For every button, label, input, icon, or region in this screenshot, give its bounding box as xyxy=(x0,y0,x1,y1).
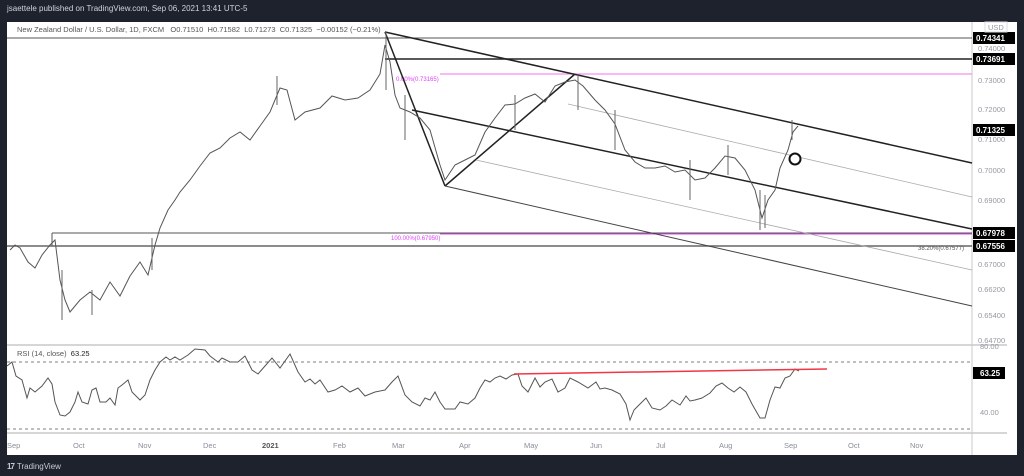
svg-text:0.65400: 0.65400 xyxy=(978,311,1005,320)
svg-text:Sep: Sep xyxy=(784,441,797,450)
price-label-current: 0.71325 xyxy=(973,124,1015,136)
svg-text:0.64700: 0.64700 xyxy=(978,336,1005,345)
rsi-legend[interactable]: RSI (14, close) 63.25 xyxy=(17,349,90,358)
svg-text:0.71325: 0.71325 xyxy=(976,126,1005,135)
currency-badge[interactable]: USD xyxy=(984,21,1008,33)
ohlc-high: H0.71582 xyxy=(207,25,241,34)
svg-text:0.72000: 0.72000 xyxy=(978,105,1005,114)
svg-text:USD: USD xyxy=(988,23,1004,32)
pitchfork[interactable] xyxy=(384,31,973,307)
chart-frame[interactable] xyxy=(7,22,1017,455)
svg-text:Jul: Jul xyxy=(656,441,666,450)
footer: 17 TradingView xyxy=(7,462,61,471)
svg-text:Jun: Jun xyxy=(590,441,602,450)
svg-text:0.66200: 0.66200 xyxy=(978,285,1005,294)
rsi-series[interactable] xyxy=(6,348,800,422)
rsi-tick-80: 80.00 xyxy=(980,342,999,351)
time-axis[interactable]: Sep Oct Nov Dec 2021 Feb Mar Apr May Jun… xyxy=(7,441,924,450)
tradingview-brand[interactable]: TradingView xyxy=(16,462,61,471)
publisher-header: jsaettele published on TradingView.com, … xyxy=(7,4,248,13)
svg-text:0.67000: 0.67000 xyxy=(978,260,1005,269)
rsi-resistance-trendline[interactable] xyxy=(513,368,828,375)
circle-marker[interactable] xyxy=(788,152,802,166)
price-label-067978: 0.67978 xyxy=(973,227,1015,239)
svg-text:Mar: Mar xyxy=(392,441,405,450)
price-series[interactable] xyxy=(9,44,799,313)
svg-text:0.67556: 0.67556 xyxy=(976,242,1005,251)
svg-text:0.67978: 0.67978 xyxy=(976,229,1005,238)
svg-text:Aug: Aug xyxy=(719,441,732,450)
svg-text:0.74341: 0.74341 xyxy=(976,34,1005,43)
ohlc-close: C0.71325 xyxy=(279,25,313,34)
rsi-value-label: 63.25 xyxy=(973,367,1005,379)
svg-text:0.73691: 0.73691 xyxy=(976,55,1005,64)
svg-text:0.69000: 0.69000 xyxy=(978,196,1005,205)
rsi-label: RSI (14, close) xyxy=(17,349,67,358)
svg-text:0.73000: 0.73000 xyxy=(978,76,1005,85)
rsi-legend-value: 63.25 xyxy=(70,349,90,358)
fib-0-label: 0.00%(0.73165) xyxy=(396,77,439,83)
svg-text:2021: 2021 xyxy=(262,441,279,450)
ohlc-bars xyxy=(61,32,793,320)
svg-text:0.70000: 0.70000 xyxy=(978,166,1005,175)
ohlc-change: −0.00152 (−0.21%) xyxy=(316,25,381,34)
svg-text:0.71000: 0.71000 xyxy=(978,135,1005,144)
svg-text:Nov: Nov xyxy=(910,441,924,450)
price-axis[interactable]: 0.74000 0.73000 0.72000 0.71000 0.70000 … xyxy=(978,44,1005,345)
price-label-074341: 0.74341 xyxy=(973,32,1015,44)
rsi-tick-40: 40.00 xyxy=(980,408,999,417)
svg-text:May: May xyxy=(524,441,538,450)
ohlc-low: L0.71273 xyxy=(244,25,276,34)
svg-text:Sep: Sep xyxy=(7,441,20,450)
ohlc-open: O0.71510 xyxy=(170,25,204,34)
svg-text:Oct: Oct xyxy=(73,441,86,450)
tradingview-logo-icon[interactable]: 17 xyxy=(7,462,15,471)
fib-382-label: 38.20%(0.67577) xyxy=(918,246,964,252)
svg-text:Oct: Oct xyxy=(848,441,861,450)
fib-100-label: 100.00%(0.67950) xyxy=(391,236,440,242)
svg-text:Apr: Apr xyxy=(459,441,471,450)
price-label-073691: 0.73691 xyxy=(973,53,1015,65)
svg-text:0.74000: 0.74000 xyxy=(978,44,1005,53)
svg-text:Feb: Feb xyxy=(333,441,346,450)
symbol-legend[interactable]: New Zealand Dollar / U.S. Dollar, 1D, FX… xyxy=(17,25,381,34)
svg-text:Dec: Dec xyxy=(203,441,217,450)
svg-text:63.25: 63.25 xyxy=(980,369,1001,378)
price-label-067556: 0.67556 xyxy=(973,240,1015,252)
svg-text:Nov: Nov xyxy=(138,441,152,450)
symbol-name: New Zealand Dollar / U.S. Dollar, 1D, FX… xyxy=(17,25,165,34)
